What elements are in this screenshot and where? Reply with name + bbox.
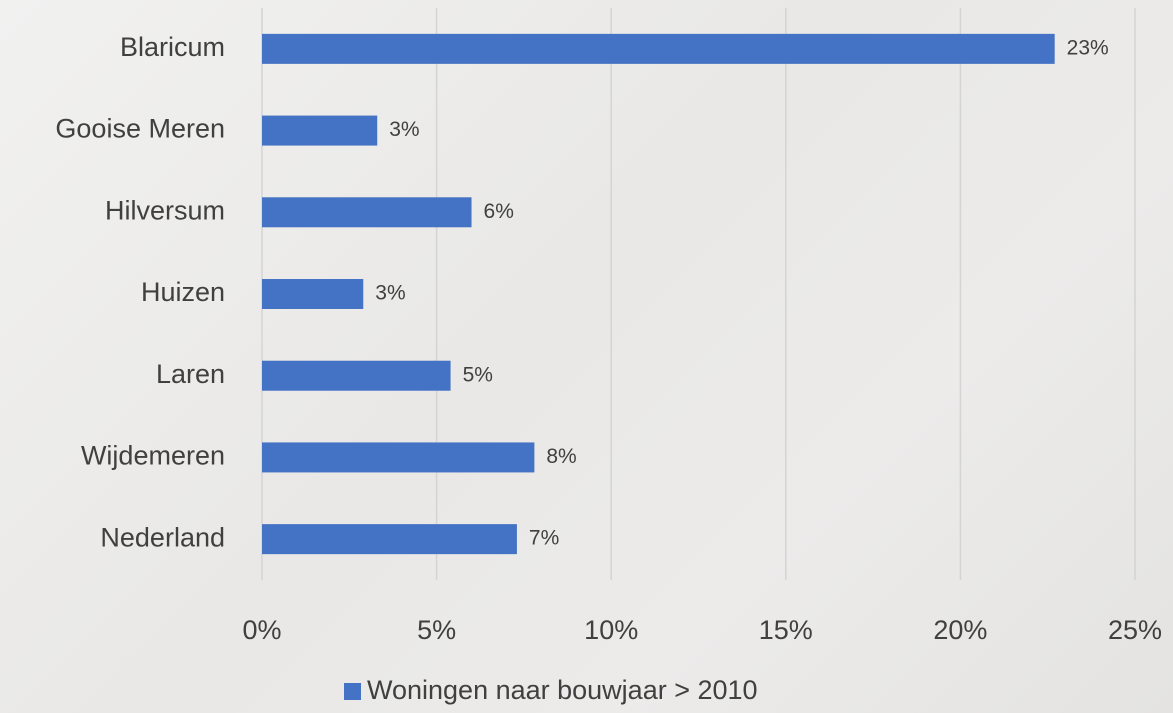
x-tick-label: 25% [1108, 615, 1162, 645]
data-label: 3% [375, 282, 405, 305]
data-label: 6% [484, 200, 514, 223]
legend-swatch [344, 683, 361, 700]
bar [262, 115, 378, 146]
x-tick-label: 5% [417, 615, 456, 645]
y-tick-label: Blaricum [120, 32, 225, 62]
data-label: 7% [529, 527, 559, 550]
legend-label: Woningen naar bouwjaar > 2010 [367, 675, 758, 705]
x-tick-label: 15% [759, 615, 813, 645]
bar [262, 33, 1055, 64]
x-tick-label: 0% [242, 615, 281, 645]
y-tick-label: Wijdemeren [81, 441, 225, 471]
bar [262, 360, 451, 391]
y-tick-label: Hilversum [105, 195, 225, 225]
data-label: 3% [389, 118, 419, 141]
y-tick-label: Huizen [141, 277, 225, 307]
y-tick-label: Gooise Meren [55, 114, 225, 144]
x-tick-label: 20% [933, 615, 987, 645]
bar [262, 442, 535, 473]
data-label: 8% [546, 445, 576, 468]
bar [262, 524, 517, 555]
x-tick-label: 10% [584, 615, 638, 645]
bar [262, 279, 364, 309]
bar [262, 197, 472, 228]
y-tick-label: Laren [156, 359, 225, 389]
data-label: 23% [1067, 36, 1109, 59]
data-label: 5% [463, 363, 493, 386]
y-tick-label: Nederland [100, 522, 225, 552]
